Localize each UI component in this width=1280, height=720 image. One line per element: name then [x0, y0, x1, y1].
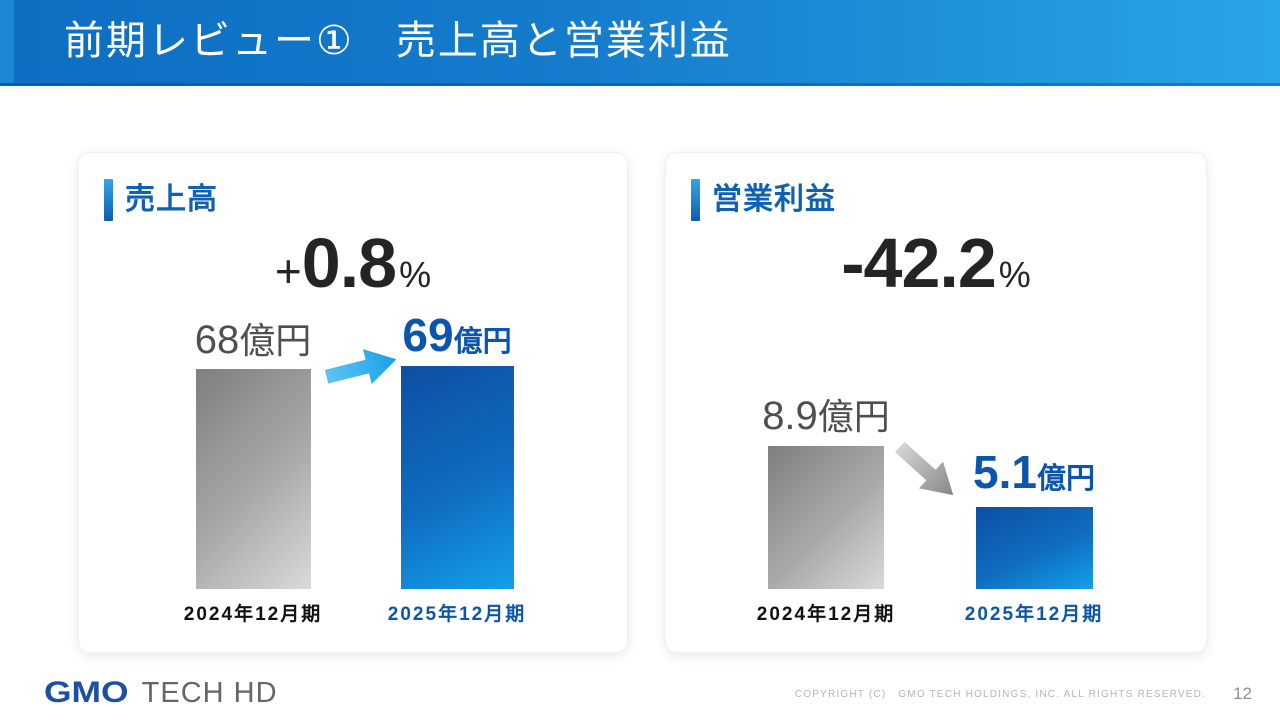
header-accent-strip: [0, 0, 14, 83]
change-unit: %: [998, 254, 1031, 295]
revenue-change-pct: +0.8%: [79, 223, 627, 303]
bar-2024-operating-profit: [768, 446, 884, 589]
card-title-accent-bar: [104, 179, 113, 221]
slide-header: 前期レビュー① 売上高と営業利益: [0, 0, 1280, 86]
period-label-2024: 2024年12月期: [183, 604, 323, 625]
arrow-up-right-icon: [321, 341, 402, 394]
operating-profit-change-pct: -42.2%: [666, 223, 1206, 303]
prev-year-value-label: 68億円: [194, 318, 312, 362]
bar-2024-revenue: [196, 369, 311, 589]
change-value: 0.8: [301, 224, 397, 302]
bar-2025-operating-profit: [976, 507, 1093, 589]
arrow-down-right-icon: [887, 433, 967, 510]
page-number: 12: [1233, 684, 1252, 703]
current-year-value-label: 5.1億円: [973, 446, 1095, 498]
operating-profit-card-title: 営業利益: [712, 183, 836, 216]
revenue-card-title: 売上高: [125, 183, 218, 216]
card-title-accent-bar: [691, 179, 700, 221]
period-label-2024: 2024年12月期: [756, 604, 896, 625]
logo-gmo-text: GMO: [44, 676, 129, 709]
change-unit: %: [399, 254, 432, 295]
logo-techhd-text: TECH HD: [141, 677, 278, 709]
change-value: -42.2: [841, 224, 997, 302]
revenue-card: 売上高 +0.8% 68億円 69億円 2024年12月期 2025年12月期: [78, 152, 628, 653]
slide-footer: GMO TECH HD COPYRIGHT (C) GMO TECH HOLDIN…: [0, 660, 1280, 720]
prev-year-value-label: 8.9億円: [762, 394, 890, 438]
operating-profit-card: 営業利益 -42.2% 8.9億円 5.1億円 2024年12月期 2025年1…: [665, 152, 1207, 653]
current-year-value-label: 69億円: [402, 309, 512, 361]
bar-2025-revenue: [401, 366, 514, 589]
period-label-2025: 2025年12月期: [387, 604, 527, 625]
gmo-tech-hd-logo: GMO TECH HD: [44, 676, 278, 710]
period-label-2025: 2025年12月期: [964, 604, 1104, 625]
slide-title: 前期レビュー① 売上高と営業利益: [64, 19, 732, 63]
copyright-text: COPYRIGHT (C) GMO TECH HOLDINGS, INC. AL…: [794, 689, 1206, 700]
change-sign: +: [274, 245, 302, 297]
